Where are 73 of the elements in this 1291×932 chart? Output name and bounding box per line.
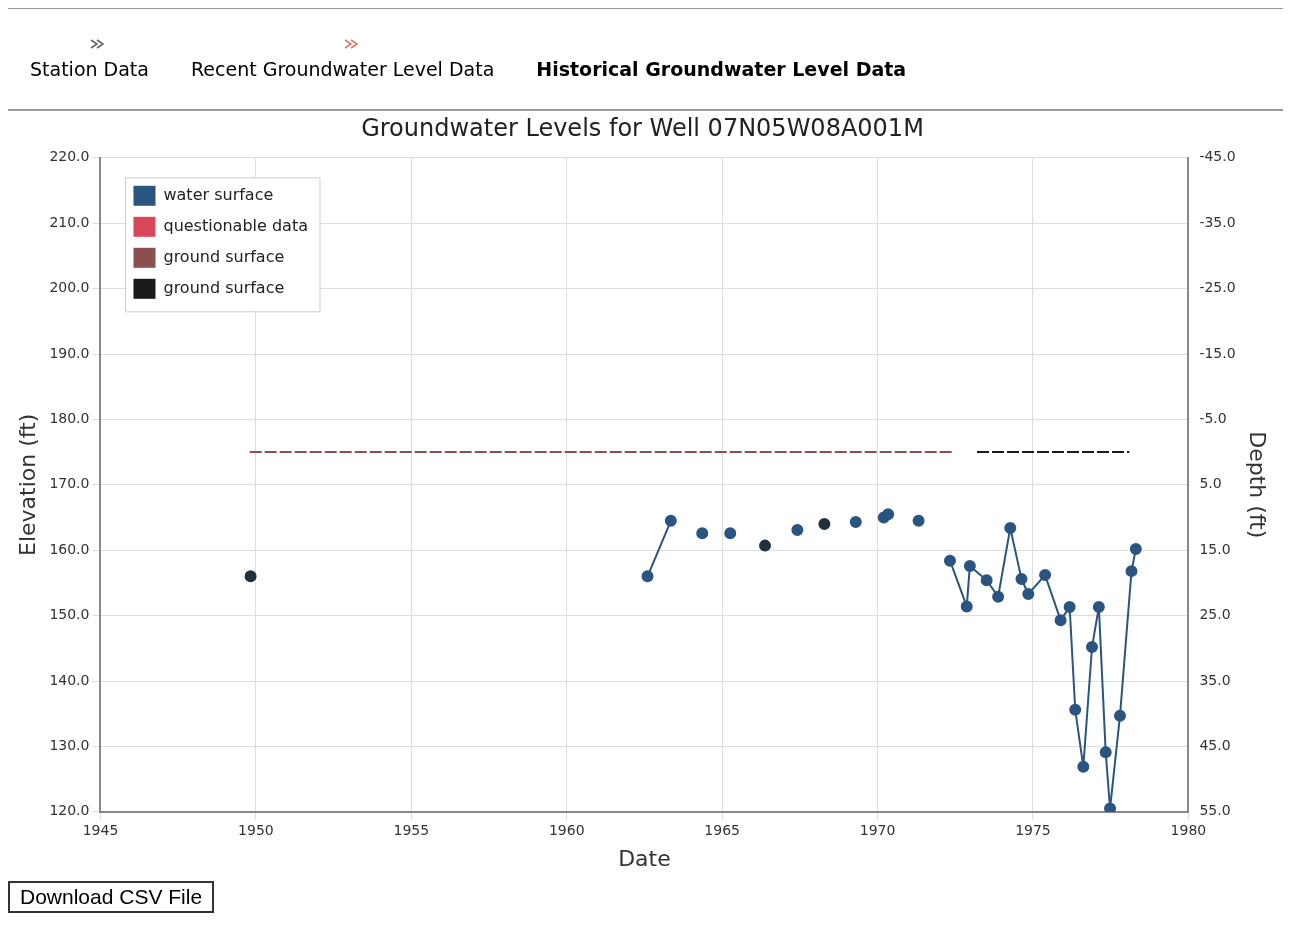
point: [1125, 565, 1138, 578]
point: [960, 600, 973, 613]
legend-label: ground surface: [163, 277, 285, 297]
point: [641, 570, 654, 583]
y-tick-label: 190.0: [49, 344, 90, 361]
point: [1039, 569, 1052, 582]
point: [664, 514, 677, 527]
y-axis-title: Elevation (ft): [14, 413, 40, 556]
point: [1104, 802, 1117, 812]
point: [696, 527, 709, 540]
point: [818, 518, 831, 531]
y-tick-label: 200.0: [49, 279, 90, 296]
x-tick-label: 1970: [859, 821, 896, 838]
y2-tick-label: 15.0: [1199, 540, 1231, 557]
point: [1015, 572, 1028, 585]
y-tick-label: 120.0: [49, 802, 90, 819]
point: [1113, 709, 1126, 722]
x-tick-label: 1945: [82, 821, 119, 838]
point: [1022, 588, 1035, 601]
x-axis-title: Date: [618, 845, 671, 871]
text: Download CSV File: [8, 881, 215, 913]
x-tick-label: 1975: [1015, 821, 1051, 838]
point: [980, 574, 993, 587]
chart-title: Groundwater Levels for Well 07N05W08A001M: [361, 113, 924, 142]
point: [1129, 542, 1142, 555]
x-tick-label: 1980: [1170, 821, 1207, 838]
point: [849, 516, 862, 529]
point: [1099, 746, 1112, 759]
point: [1004, 521, 1017, 534]
y-tick-label: 170.0: [49, 475, 90, 492]
legend-label: questionable data: [163, 215, 308, 235]
y2-tick-label: -45.0: [1199, 148, 1236, 165]
y2-tick-label: -5.0: [1199, 410, 1227, 427]
point: [1086, 640, 1099, 653]
y2-tick-label: -15.0: [1199, 344, 1236, 361]
point: [244, 570, 257, 583]
x-tick-label: 1950: [238, 821, 274, 838]
y2-axis-title: Depth (ft): [1245, 431, 1271, 539]
y-tick-label: 160.0: [49, 540, 90, 557]
text: Recent Groundwater Level Data: [190, 58, 495, 80]
legend-label: ground surface: [163, 246, 285, 266]
y-tick-label: 180.0: [49, 410, 90, 427]
point: [963, 559, 976, 572]
point: [1054, 614, 1067, 627]
y-tick-label: 140.0: [49, 671, 90, 688]
y-tick-label: 210.0: [49, 213, 90, 230]
text: Historical Groundwater Level Data: [536, 58, 907, 80]
point: [992, 590, 1005, 603]
point: [882, 508, 895, 521]
x-tick-label: 1960: [548, 821, 585, 838]
x-tick-label: 1965: [704, 821, 740, 838]
y-tick-label: 220.0: [49, 148, 90, 165]
point: [791, 523, 804, 536]
y2-tick-label: -35.0: [1199, 213, 1236, 230]
y2-tick-label: 5.0: [1199, 475, 1222, 492]
point: [724, 527, 737, 540]
point: [943, 554, 956, 567]
text: Station Data: [30, 58, 149, 80]
legend-label: water surface: [163, 184, 274, 204]
point: [1092, 601, 1105, 614]
y-tick-label: 150.0: [49, 606, 90, 623]
y2-tick-label: -25.0: [1199, 279, 1236, 296]
point: [1063, 601, 1076, 614]
y2-tick-label: 25.0: [1199, 606, 1231, 623]
y2-tick-label: 35.0: [1199, 671, 1231, 688]
y-tick-label: 130.0: [49, 737, 90, 754]
point: [912, 514, 925, 527]
point: [1069, 703, 1082, 716]
y2-tick-label: 45.0: [1199, 737, 1231, 754]
x-tick-label: 1955: [393, 821, 430, 838]
point: [759, 539, 772, 552]
point: [1077, 760, 1090, 773]
y2-tick-label: 55.0: [1199, 802, 1231, 819]
